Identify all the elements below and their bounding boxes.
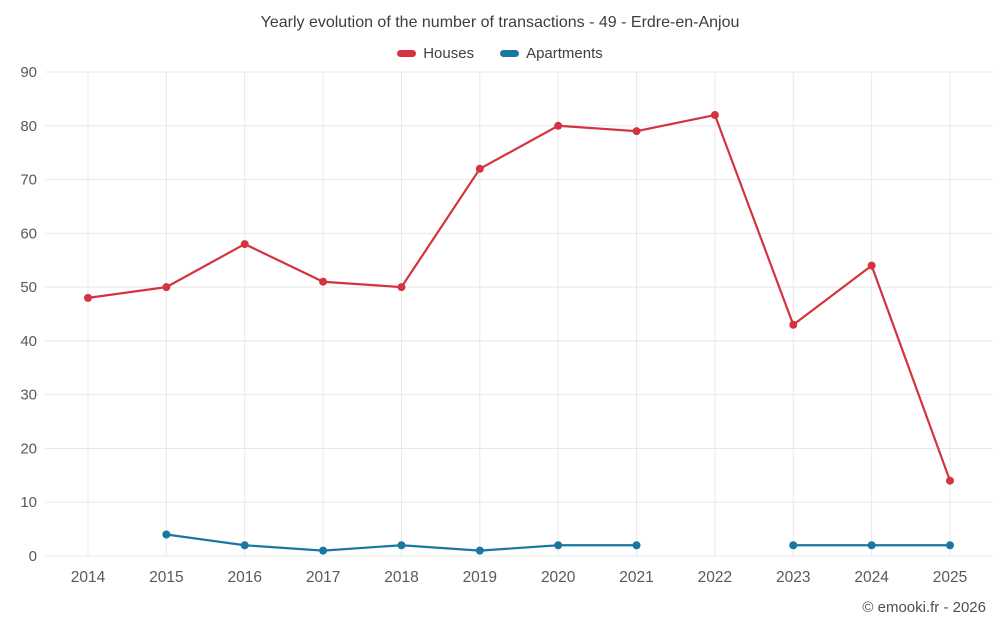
y-axis-tick-label: 60 bbox=[20, 225, 37, 242]
data-point-houses[interactable] bbox=[319, 277, 328, 286]
legend-item-houses[interactable]: Houses bbox=[397, 45, 474, 62]
series-line-houses bbox=[86, 113, 952, 482]
data-point-apartments[interactable] bbox=[162, 530, 171, 539]
x-axis-tick-label: 2025 bbox=[933, 569, 967, 586]
y-axis-tick-label: 90 bbox=[20, 64, 37, 81]
data-point-apartments[interactable] bbox=[397, 541, 406, 550]
data-point-apartments[interactable] bbox=[554, 541, 563, 550]
x-axis-tick-label: 2019 bbox=[463, 569, 497, 586]
x-axis-tick-label: 2021 bbox=[619, 569, 653, 586]
data-point-houses[interactable] bbox=[554, 121, 563, 130]
data-point-houses[interactable] bbox=[946, 476, 954, 485]
x-axis-tick-label: 2014 bbox=[71, 569, 106, 586]
data-point-houses[interactable] bbox=[867, 261, 876, 270]
data-point-apartments[interactable] bbox=[240, 541, 249, 550]
data-point-houses[interactable] bbox=[162, 283, 171, 292]
data-point-apartments[interactable] bbox=[946, 541, 954, 550]
legend-item-apartments[interactable]: Apartments bbox=[500, 45, 603, 62]
data-point-houses[interactable] bbox=[84, 293, 92, 302]
y-axis-tick-label: 10 bbox=[20, 494, 37, 511]
houses-legend-label: Houses bbox=[423, 45, 475, 62]
y-axis-tick-label: 20 bbox=[20, 440, 37, 457]
x-axis-tick-label: 2024 bbox=[854, 569, 889, 586]
chart-title: Yearly evolution of the number of transa… bbox=[260, 14, 740, 31]
data-point-apartments[interactable] bbox=[867, 541, 876, 550]
x-axis-tick-label: 2017 bbox=[306, 569, 340, 586]
apartments-legend-label: Apartments bbox=[526, 45, 603, 62]
x-axis-tick-label: 2016 bbox=[227, 569, 261, 586]
data-point-houses[interactable] bbox=[475, 164, 484, 173]
data-point-houses[interactable] bbox=[240, 240, 249, 249]
x-axis-tick-label: 2022 bbox=[698, 569, 732, 586]
y-axis-tick-label: 50 bbox=[20, 279, 37, 296]
y-axis-tick-label: 30 bbox=[20, 387, 37, 404]
x-axis-tick-label: 2018 bbox=[384, 569, 418, 586]
data-point-houses[interactable] bbox=[789, 320, 798, 329]
x-axis-tick-label: 2015 bbox=[149, 569, 183, 586]
data-point-apartments[interactable] bbox=[789, 541, 798, 550]
data-point-apartments[interactable] bbox=[319, 546, 328, 555]
y-axis-tick-label: 80 bbox=[20, 118, 37, 135]
data-point-houses[interactable] bbox=[632, 127, 641, 136]
chart-legend: Houses Apartments bbox=[0, 45, 1000, 62]
y-axis-tick-label: 70 bbox=[20, 172, 37, 189]
data-point-apartments[interactable] bbox=[632, 541, 641, 550]
data-point-houses[interactable] bbox=[710, 111, 719, 120]
y-axis-tick-label: 40 bbox=[20, 333, 37, 350]
x-axis-tick-label: 2020 bbox=[541, 569, 576, 586]
y-axis-tick-label: 0 bbox=[29, 548, 37, 565]
apartments-legend-marker bbox=[500, 50, 520, 57]
copyright: © emooki.fr - 2026 bbox=[862, 599, 986, 616]
houses-legend-marker bbox=[397, 50, 417, 57]
x-axis-tick-label: 2023 bbox=[776, 569, 810, 586]
data-point-houses[interactable] bbox=[397, 283, 406, 292]
data-point-apartments[interactable] bbox=[475, 546, 484, 555]
